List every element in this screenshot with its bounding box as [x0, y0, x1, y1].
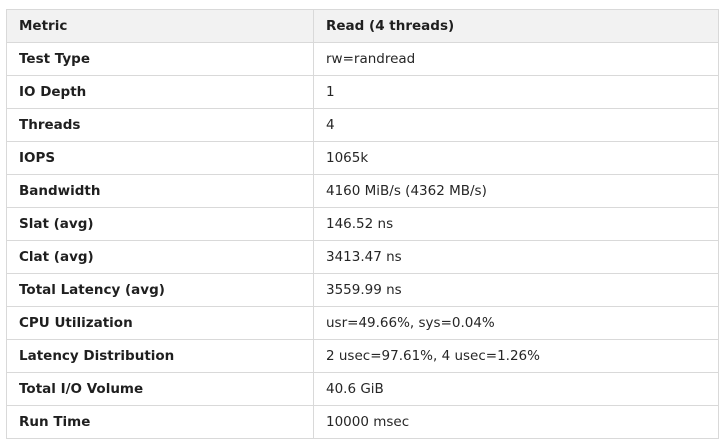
- row-metric-value: rw=randread: [313, 42, 719, 76]
- row-metric-label: Latency Distribution: [6, 339, 314, 373]
- row-metric-label: Bandwidth: [6, 174, 314, 208]
- row-metric-value: 3559.99 ns: [313, 273, 719, 307]
- row-metric-value: 40.6 GiB: [313, 372, 719, 406]
- row-metric-label: Test Type: [6, 42, 314, 76]
- row-metric-value: 4160 MiB/s (4362 MB/s): [313, 174, 719, 208]
- table-row: IO Depth 1: [6, 75, 719, 109]
- results-table-container: Metric Read (4 threads) Test Type rw=ran…: [6, 9, 719, 439]
- row-metric-label: CPU Utilization: [6, 306, 314, 340]
- row-metric-value: 1: [313, 75, 719, 109]
- row-metric-label: IOPS: [6, 141, 314, 175]
- row-metric-label: Total I/O Volume: [6, 372, 314, 406]
- results-table: Metric Read (4 threads) Test Type rw=ran…: [6, 9, 719, 439]
- table-row: Run Time 10000 msec: [6, 405, 719, 439]
- table-row: Slat (avg) 146.52 ns: [6, 207, 719, 241]
- row-metric-value: usr=49.66%, sys=0.04%: [313, 306, 719, 340]
- row-metric-label: Total Latency (avg): [6, 273, 314, 307]
- row-metric-label: IO Depth: [6, 75, 314, 109]
- row-metric-value: 4: [313, 108, 719, 142]
- table-row: Test Type rw=randread: [6, 42, 719, 76]
- row-metric-value: 146.52 ns: [313, 207, 719, 241]
- table-body: Test Type rw=randread IO Depth 1 Threads…: [6, 42, 719, 439]
- table-row: IOPS 1065k: [6, 141, 719, 175]
- table-row: Total Latency (avg) 3559.99 ns: [6, 273, 719, 307]
- row-metric-label: Threads: [6, 108, 314, 142]
- table-header: Metric Read (4 threads): [6, 9, 719, 43]
- row-metric-value: 2 usec=97.61%, 4 usec=1.26%: [313, 339, 719, 373]
- table-row: Threads 4: [6, 108, 719, 142]
- row-metric-label: Clat (avg): [6, 240, 314, 274]
- row-metric-value: 3413.47 ns: [313, 240, 719, 274]
- header-row: Metric Read (4 threads): [6, 9, 719, 43]
- row-metric-label: Slat (avg): [6, 207, 314, 241]
- table-row: Bandwidth 4160 MiB/s (4362 MB/s): [6, 174, 719, 208]
- row-metric-value: 1065k: [313, 141, 719, 175]
- table-row: CPU Utilization usr=49.66%, sys=0.04%: [6, 306, 719, 340]
- row-metric-value: 10000 msec: [313, 405, 719, 439]
- table-row: Total I/O Volume 40.6 GiB: [6, 372, 719, 406]
- table-row: Clat (avg) 3413.47 ns: [6, 240, 719, 274]
- row-metric-label: Run Time: [6, 405, 314, 439]
- header-read-4-threads: Read (4 threads): [313, 9, 719, 43]
- header-metric: Metric: [6, 9, 314, 43]
- table-row: Latency Distribution 2 usec=97.61%, 4 us…: [6, 339, 719, 373]
